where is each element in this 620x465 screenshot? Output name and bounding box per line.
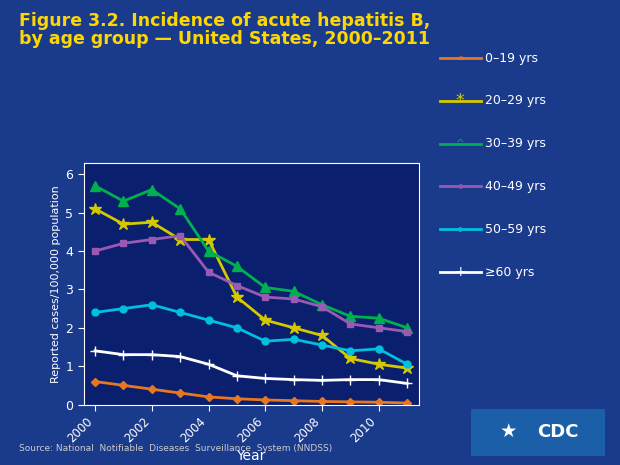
≥60 yrs — [375, 377, 383, 382]
30–39 yrs — [290, 289, 298, 294]
30–39 yrs — [233, 264, 241, 269]
X-axis label: Year: Year — [236, 449, 266, 463]
20–29 yrs — [290, 325, 298, 331]
0–19 yrs — [375, 399, 383, 405]
Text: s: s — [458, 182, 463, 191]
Text: 50–59 yrs: 50–59 yrs — [485, 223, 546, 236]
Line: ≥60 yrs: ≥60 yrs — [90, 346, 412, 388]
20–29 yrs — [347, 356, 354, 361]
Text: CDC: CDC — [537, 423, 578, 440]
Y-axis label: Reported cases/100,000 population: Reported cases/100,000 population — [51, 185, 61, 383]
40–49 yrs — [148, 237, 156, 242]
30–39 yrs — [177, 206, 184, 212]
20–29 yrs — [375, 361, 383, 367]
50–59 yrs — [347, 348, 354, 353]
Text: 0–19 yrs: 0–19 yrs — [485, 52, 538, 65]
≥60 yrs — [91, 348, 99, 353]
50–59 yrs — [205, 317, 212, 323]
0–19 yrs — [120, 383, 127, 388]
50–59 yrs — [262, 339, 269, 344]
≥60 yrs — [347, 377, 354, 382]
20–29 yrs — [177, 237, 184, 242]
40–49 yrs — [318, 304, 326, 310]
50–59 yrs — [290, 337, 298, 342]
30–39 yrs — [262, 285, 269, 290]
Text: *: * — [456, 92, 465, 110]
0–19 yrs — [205, 394, 212, 399]
Line: 30–39 yrs: 30–39 yrs — [90, 181, 412, 332]
≥60 yrs — [205, 361, 212, 367]
50–59 yrs — [148, 302, 156, 307]
0–19 yrs — [347, 399, 354, 405]
40–49 yrs — [233, 283, 241, 288]
40–49 yrs — [375, 325, 383, 331]
0–19 yrs — [290, 398, 298, 404]
50–59 yrs — [233, 325, 241, 331]
0–19 yrs — [318, 399, 326, 404]
20–29 yrs — [205, 237, 212, 242]
Line: 50–59 yrs: 50–59 yrs — [92, 301, 410, 368]
20–29 yrs — [91, 206, 99, 212]
20–29 yrs — [120, 221, 127, 227]
20–29 yrs — [262, 317, 269, 323]
40–49 yrs — [205, 269, 212, 275]
30–39 yrs — [205, 248, 212, 254]
FancyBboxPatch shape — [464, 407, 611, 458]
30–39 yrs — [148, 187, 156, 193]
40–49 yrs — [347, 321, 354, 327]
Text: 40–49 yrs: 40–49 yrs — [485, 180, 546, 193]
0–19 yrs — [404, 400, 411, 406]
50–59 yrs — [375, 346, 383, 352]
Line: 20–29 yrs: 20–29 yrs — [89, 203, 414, 374]
20–29 yrs — [404, 365, 411, 371]
20–29 yrs — [233, 294, 241, 300]
≥60 yrs — [404, 381, 411, 386]
40–49 yrs — [91, 248, 99, 254]
50–59 yrs — [120, 306, 127, 312]
30–39 yrs — [375, 315, 383, 321]
30–39 yrs — [91, 183, 99, 189]
Text: by age group — United States, 2000–2011: by age group — United States, 2000–2011 — [19, 30, 430, 48]
30–39 yrs — [347, 313, 354, 319]
50–59 yrs — [91, 310, 99, 315]
Line: 0–19 yrs: 0–19 yrs — [92, 379, 410, 406]
0–19 yrs — [91, 379, 99, 384]
≥60 yrs — [148, 352, 156, 358]
50–59 yrs — [318, 342, 326, 348]
40–49 yrs — [404, 329, 411, 334]
Text: ≥60 yrs: ≥60 yrs — [485, 266, 534, 279]
30–39 yrs — [120, 199, 127, 204]
40–49 yrs — [290, 296, 298, 302]
≥60 yrs — [233, 373, 241, 379]
Text: Figure 3.2. Incidence of acute hepatitis B,: Figure 3.2. Incidence of acute hepatitis… — [19, 12, 430, 30]
≥60 yrs — [120, 352, 127, 358]
50–59 yrs — [177, 310, 184, 315]
Text: 20–29 yrs: 20–29 yrs — [485, 94, 546, 107]
≥60 yrs — [177, 354, 184, 359]
Text: o: o — [458, 225, 463, 234]
Text: ★: ★ — [500, 422, 517, 441]
40–49 yrs — [262, 294, 269, 300]
40–49 yrs — [120, 240, 127, 246]
30–39 yrs — [318, 302, 326, 307]
≥60 yrs — [290, 377, 298, 382]
40–49 yrs — [177, 233, 184, 239]
0–19 yrs — [233, 396, 241, 402]
≥60 yrs — [262, 376, 269, 381]
0–19 yrs — [148, 386, 156, 392]
Line: 40–49 yrs: 40–49 yrs — [92, 232, 410, 335]
50–59 yrs — [404, 361, 411, 367]
20–29 yrs — [148, 219, 156, 225]
Text: +: + — [454, 265, 466, 279]
Text: Source: National  Notifiable  Diseases  Surveillance  System (NNDSS): Source: National Notifiable Diseases Sur… — [19, 445, 332, 453]
Text: D: D — [458, 56, 463, 60]
0–19 yrs — [177, 390, 184, 396]
≥60 yrs — [318, 378, 326, 383]
Text: ^: ^ — [456, 139, 465, 149]
20–29 yrs — [318, 332, 326, 338]
0–19 yrs — [262, 397, 269, 403]
30–39 yrs — [404, 325, 411, 331]
Text: 30–39 yrs: 30–39 yrs — [485, 137, 546, 150]
